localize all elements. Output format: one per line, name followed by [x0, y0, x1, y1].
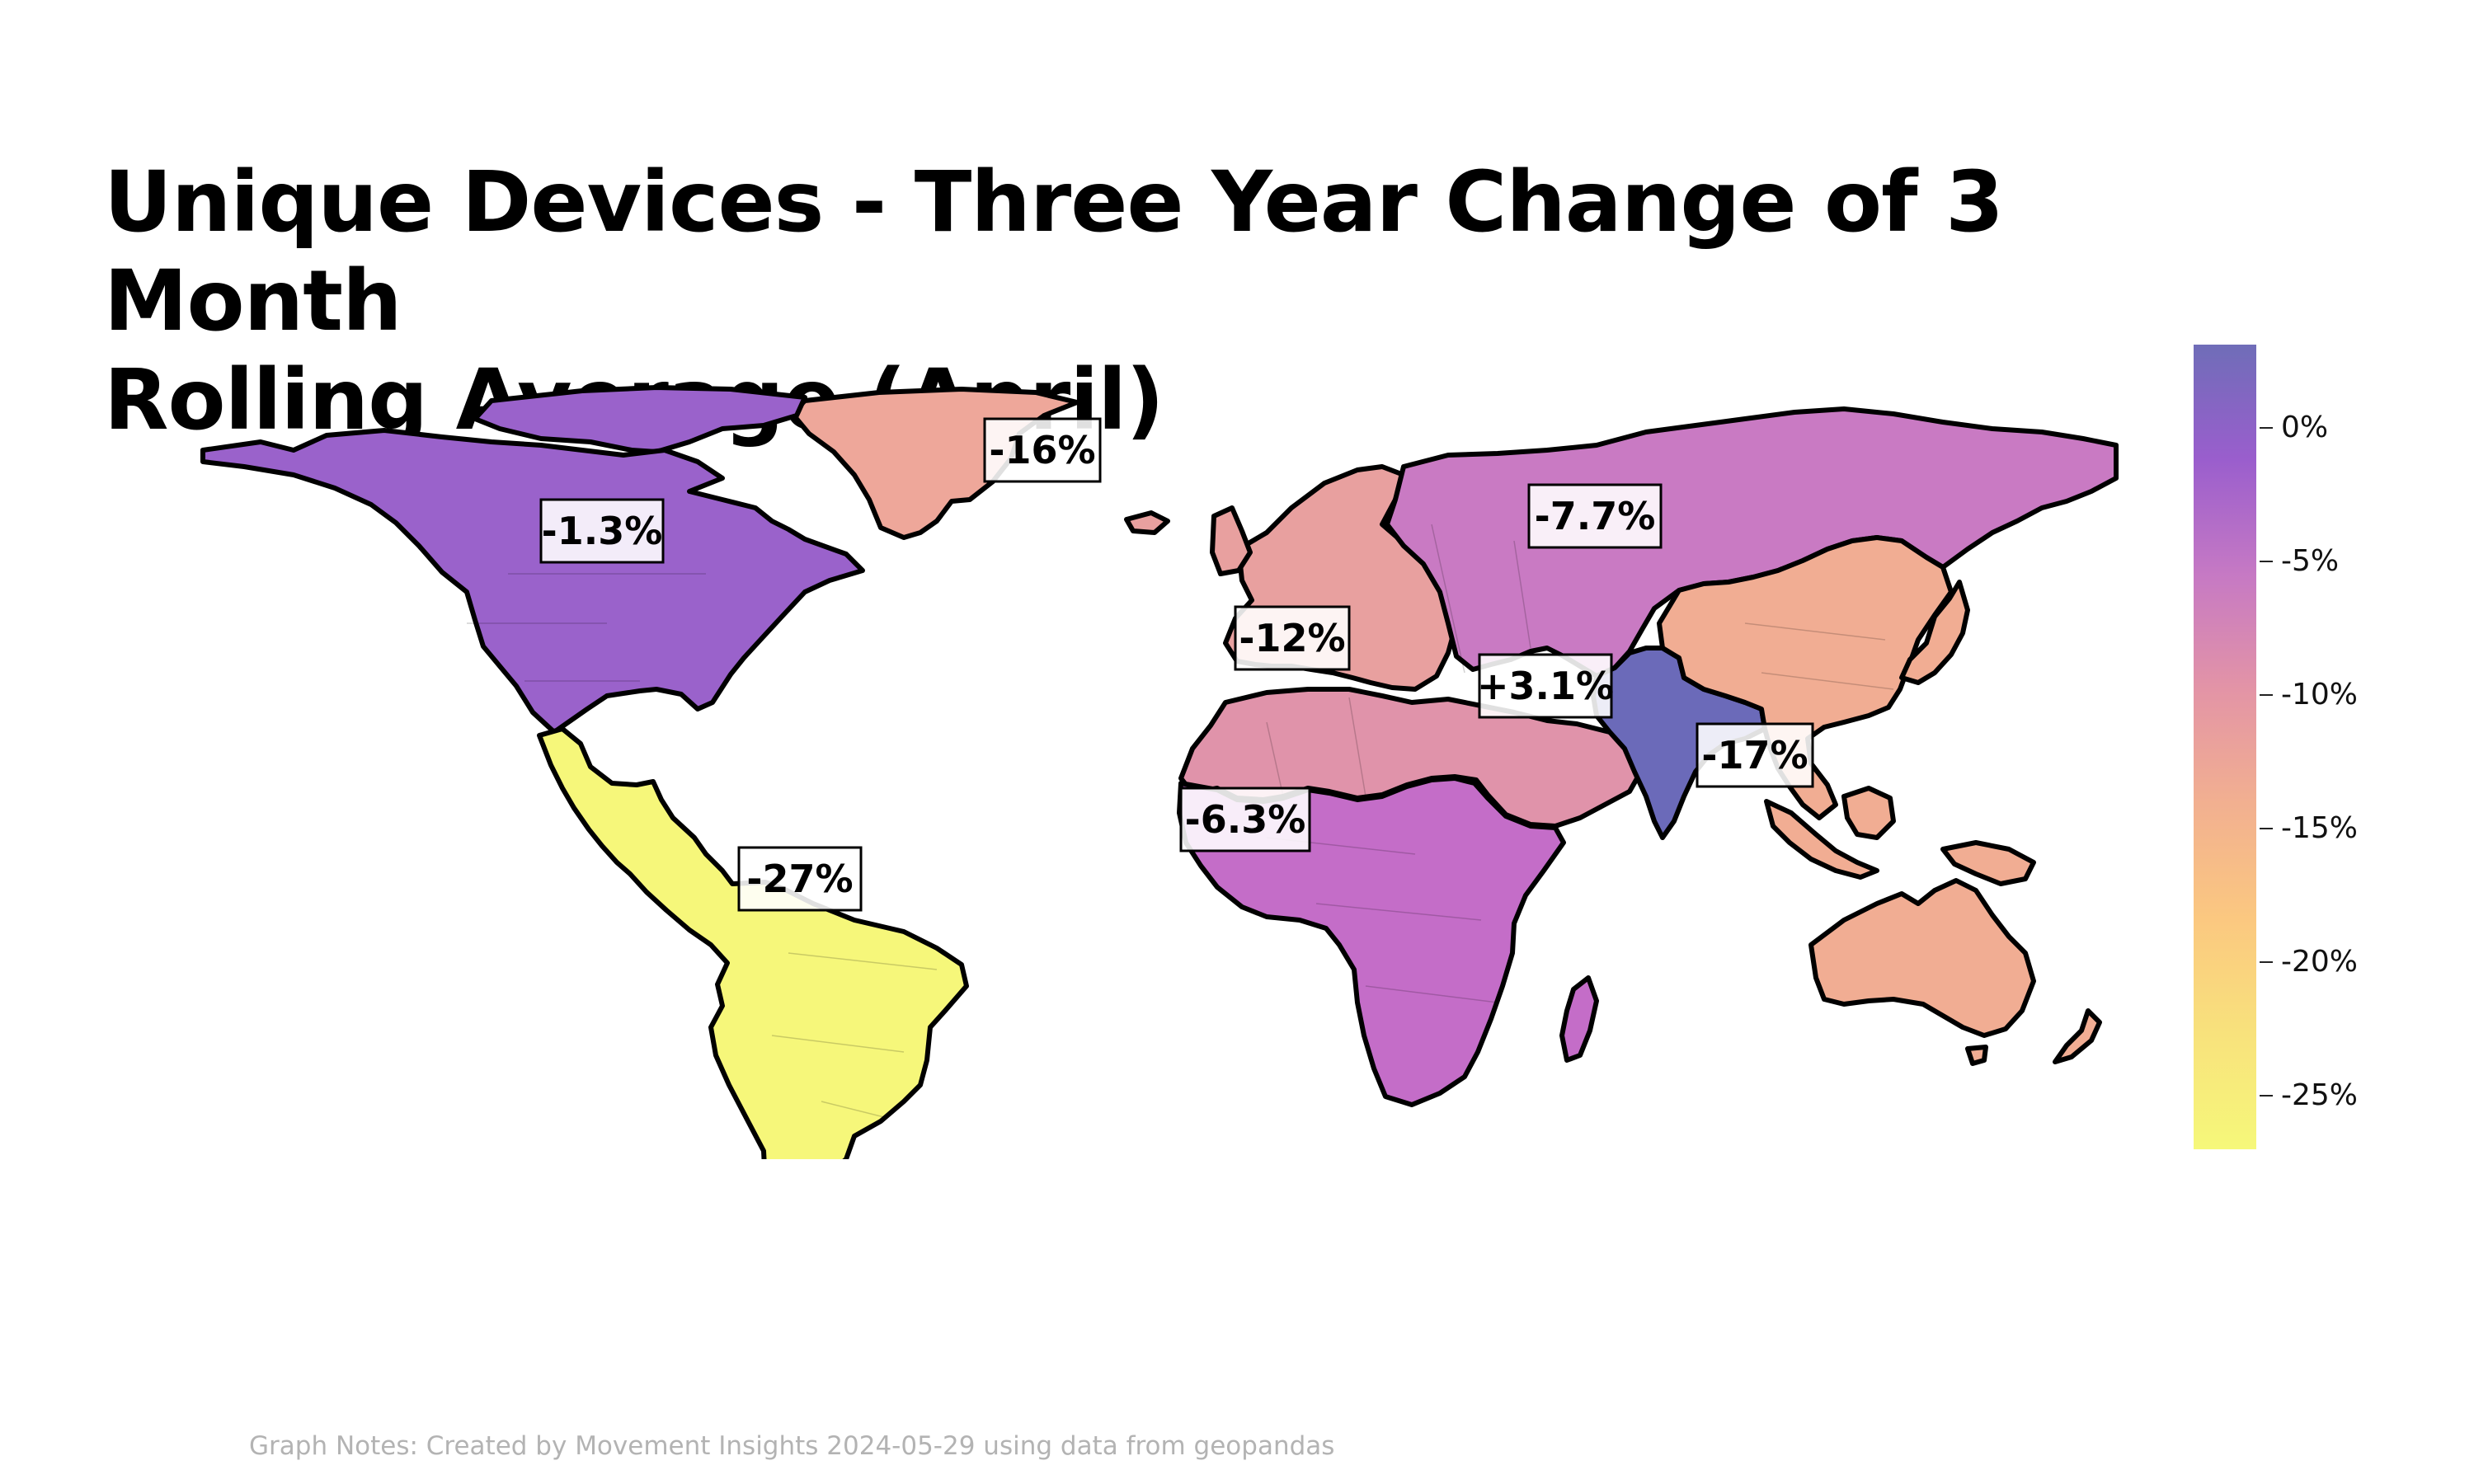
region-latin-america [537, 726, 969, 1159]
label-greenland: -16% [983, 417, 1102, 483]
region-se-asia-islands [1764, 799, 1879, 880]
region-north-america [200, 428, 865, 735]
colorbar-tick-label: -15% [2281, 810, 2359, 845]
region-japan [1899, 580, 1970, 685]
label-latin-america: -27% [737, 846, 863, 912]
label-russia-central-asia-text: -7.7% [1535, 494, 1656, 538]
region-labels: -1.3% -16% -27% -12% -6.3% -7.7% +3.1% [539, 417, 1814, 912]
label-sub-saharan-africa-text: -6.3% [1185, 797, 1306, 842]
colorbar-tick [2260, 827, 2273, 829]
colorbar-tick-label: -20% [2281, 945, 2359, 979]
label-latin-america-text: -27% [746, 857, 853, 901]
region-east-asia-pacific [1657, 535, 1954, 820]
colorbar-tick [2260, 961, 2273, 964]
label-east-asia-pacific-box [1696, 722, 1814, 788]
label-north-america-text: -1.3% [542, 509, 663, 553]
label-north-america-box [539, 498, 665, 564]
region-madagascar [1559, 975, 1599, 1063]
region-british-isles [1210, 505, 1253, 576]
region-tasmania [1965, 1045, 1988, 1066]
label-east-asia-pacific: -17% [1696, 722, 1814, 788]
label-mena-box [1234, 605, 1351, 671]
region-borneo [1841, 786, 1896, 840]
colorbar-tick-label: -5% [2281, 543, 2340, 578]
graph-note: Graph Notes: Created by Movement Insight… [249, 1431, 1335, 1461]
colorbar-tick-label: -25% [2281, 1078, 2359, 1113]
label-latin-america-box [737, 846, 863, 912]
label-mena-text: -12% [1239, 616, 1345, 660]
label-india: +3.1% [1477, 653, 1614, 719]
colorbar-tick [2260, 426, 2273, 429]
label-greenland-text: -16% [989, 428, 1095, 472]
world-map: -1.3% -16% -27% -12% -6.3% -7.7% +3.1% [200, 385, 2119, 1159]
internal-borders [467, 524, 1894, 1119]
label-russia-central-asia-box [1527, 483, 1663, 549]
label-sub-saharan-africa: -6.3% [1179, 787, 1311, 852]
region-new-guinea [1940, 840, 2036, 886]
colorbar-tick [2260, 693, 2273, 696]
label-east-asia-pacific-text: -17% [1701, 733, 1808, 777]
colorbar-tick [2260, 1095, 2273, 1097]
region-iceland [1124, 510, 1170, 535]
region-new-zealand [2053, 1008, 2102, 1064]
label-india-box [1478, 653, 1613, 719]
region-sub-saharan-africa [1177, 776, 1566, 1107]
label-sub-saharan-africa-box [1179, 787, 1311, 852]
label-north-america: -1.3% [539, 498, 665, 564]
map-title-line1: Unique Devices - Three Year Change of 3 … [104, 153, 2004, 350]
colorbar-tick-label: 0% [2281, 410, 2329, 444]
colorbar [2194, 345, 2256, 1149]
region-arctic-islands [473, 385, 807, 454]
colorbar-tick-label: -10% [2281, 677, 2359, 711]
label-india-text: +3.1% [1477, 664, 1614, 708]
label-mena: -12% [1234, 605, 1351, 671]
colorbar-tick [2260, 560, 2273, 562]
label-greenland-box [983, 417, 1102, 483]
region-australia [1808, 878, 2036, 1038]
label-russia-central-asia: -7.7% [1527, 483, 1663, 549]
